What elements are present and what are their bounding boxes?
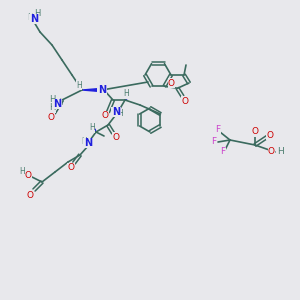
- Text: H: H: [34, 10, 40, 19]
- Text: O: O: [25, 170, 32, 179]
- Text: F: F: [215, 125, 220, 134]
- Text: N: N: [112, 107, 120, 117]
- Text: O: O: [251, 128, 259, 136]
- Text: H: H: [117, 110, 123, 118]
- Text: O: O: [68, 164, 74, 172]
- Text: O: O: [101, 112, 109, 121]
- Polygon shape: [93, 129, 96, 132]
- Polygon shape: [82, 88, 100, 92]
- Text: O: O: [266, 130, 274, 140]
- Text: O: O: [47, 113, 55, 122]
- Text: O: O: [112, 133, 119, 142]
- Text: H: H: [123, 89, 129, 98]
- Polygon shape: [125, 96, 128, 100]
- Text: O: O: [268, 148, 275, 157]
- Text: H: H: [19, 167, 25, 176]
- Text: O: O: [26, 190, 34, 200]
- Text: N: N: [98, 85, 106, 95]
- Text: H: H: [49, 95, 55, 104]
- Text: N: N: [30, 14, 38, 24]
- Text: H: H: [277, 148, 284, 157]
- Text: H: H: [89, 124, 95, 133]
- Text: O: O: [168, 79, 175, 88]
- Text: O: O: [181, 97, 188, 106]
- Text: N: N: [53, 99, 61, 109]
- Text: H: H: [49, 103, 55, 112]
- Text: H: H: [76, 80, 82, 89]
- Text: F: F: [220, 148, 226, 157]
- Text: H: H: [81, 136, 87, 146]
- Text: H: H: [27, 13, 33, 22]
- Text: N: N: [84, 138, 92, 148]
- Text: F: F: [212, 137, 217, 146]
